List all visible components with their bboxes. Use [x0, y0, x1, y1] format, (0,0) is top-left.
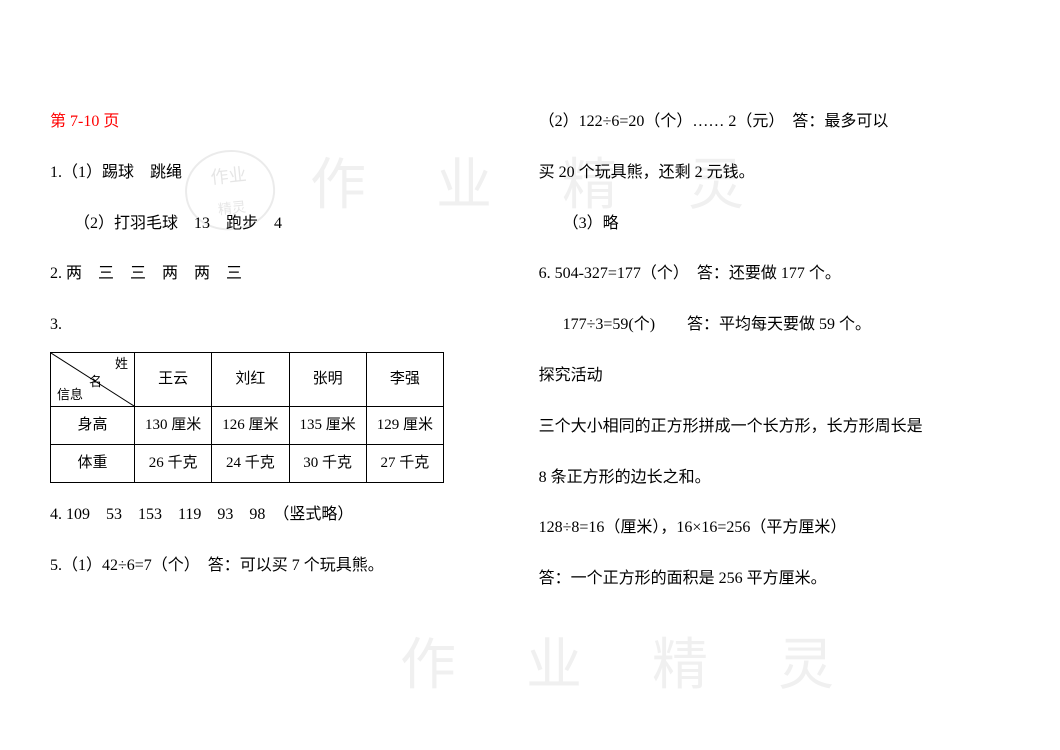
cell: 130 厘米 — [135, 406, 212, 444]
table-row: 姓 名 信息 王云 刘红 张明 李强 — [51, 352, 444, 406]
cell: 30 千克 — [289, 444, 366, 482]
r4: 6. 504-327=177（个） 答：还要做 177 个。 — [539, 252, 1010, 297]
col-header: 李强 — [366, 352, 443, 406]
r1: （2）122÷6=20（个）…… 2（元） 答：最多可以 — [539, 100, 1010, 145]
col-header: 王云 — [135, 352, 212, 406]
row-label: 身高 — [51, 406, 135, 444]
diag-bot-label: 信息 — [57, 386, 83, 404]
cell: 24 千克 — [212, 444, 289, 482]
info-table: 姓 名 信息 王云 刘红 张明 李强 身高 130 厘米 126 厘米 135 … — [50, 352, 444, 483]
cell: 126 厘米 — [212, 406, 289, 444]
diag-mid-label: 名 — [89, 373, 102, 391]
r7: 三个大小相同的正方形拼成一个长方形，长方形周长是 — [539, 405, 1010, 450]
r3: （3）略 — [539, 202, 1010, 247]
page-content: 第 7-10 页 1.（1）踢球 跳绳 （2）打羽毛球 13 跑步 4 2. 两… — [0, 0, 1060, 648]
q5-1: 5.（1）42÷6=7（个） 答：可以买 7 个玩具熊。 — [50, 544, 479, 589]
q3-label: 3. — [50, 303, 479, 348]
page-heading: 第 7-10 页 — [50, 100, 479, 145]
q1-2: （2）打羽毛球 13 跑步 4 — [50, 202, 479, 247]
table-row: 身高 130 厘米 126 厘米 135 厘米 129 厘米 — [51, 406, 444, 444]
cell: 135 厘米 — [289, 406, 366, 444]
q1-1: 1.（1）踢球 跳绳 — [50, 151, 479, 196]
diag-header-cell: 姓 名 信息 — [51, 352, 135, 406]
cell: 27 千克 — [366, 444, 443, 482]
row-label: 体重 — [51, 444, 135, 482]
r5: 177÷3=59(个) 答：平均每天要做 59 个。 — [539, 303, 1010, 348]
table-row: 体重 26 千克 24 千克 30 千克 27 千克 — [51, 444, 444, 482]
r8: 8 条正方形的边长之和。 — [539, 456, 1010, 501]
r9: 128÷8=16（厘米），16×16=256（平方厘米） — [539, 506, 1010, 551]
cell: 26 千克 — [135, 444, 212, 482]
left-column: 第 7-10 页 1.（1）踢球 跳绳 （2）打羽毛球 13 跑步 4 2. 两… — [50, 100, 479, 608]
right-column: （2）122÷6=20（个）…… 2（元） 答：最多可以 买 20 个玩具熊，还… — [539, 100, 1010, 608]
r6: 探究活动 — [539, 354, 1010, 399]
diag-top-label: 姓 — [115, 355, 128, 373]
q2: 2. 两 三 三 两 两 三 — [50, 252, 479, 297]
r10: 答：一个正方形的面积是 256 平方厘米。 — [539, 557, 1010, 602]
q4: 4. 109 53 153 119 93 98 （竖式略） — [50, 493, 479, 538]
col-header: 刘红 — [212, 352, 289, 406]
cell: 129 厘米 — [366, 406, 443, 444]
col-header: 张明 — [289, 352, 366, 406]
r2: 买 20 个玩具熊，还剩 2 元钱。 — [539, 151, 1010, 196]
